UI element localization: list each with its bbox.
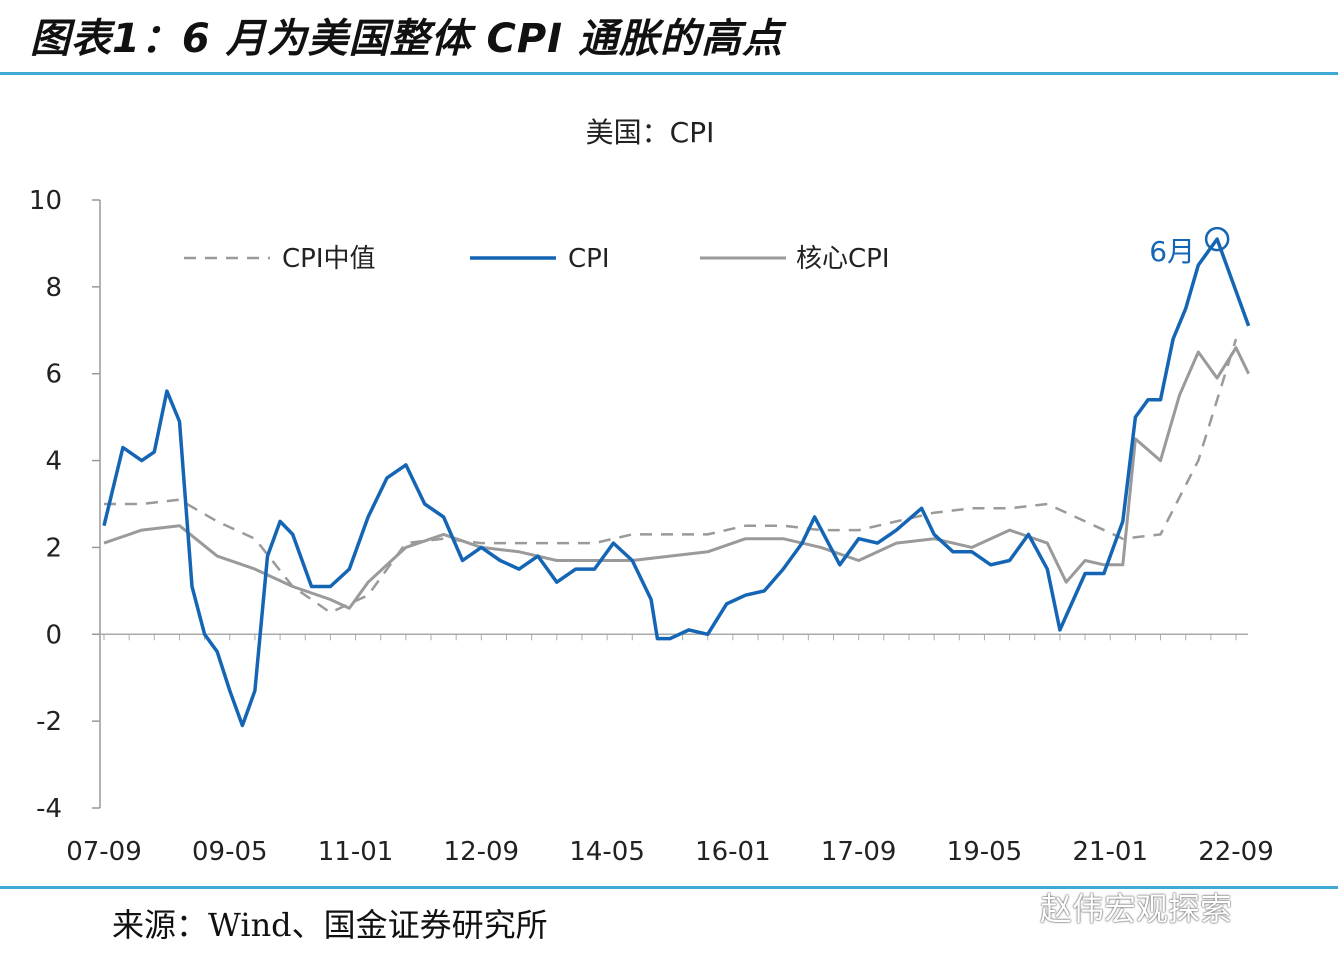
x-tick-label: 07-09: [66, 837, 142, 867]
x-tick-label: 12-09: [444, 837, 520, 867]
y-tick-label: 6: [45, 360, 62, 390]
y-tick-label: -4: [36, 794, 62, 824]
x-tick-label: 21-01: [1072, 837, 1148, 867]
y-tick-label: -2: [36, 707, 62, 737]
top-rule: [0, 72, 1338, 75]
series-core-line: [103, 346, 1250, 610]
cpi-chart: 美国：CPI -4 -2 0 2 4 6 8 10 07-09 09-05 11-01 12-09 14…: [29, 116, 1274, 867]
watermark: 赵伟宏观探索: [1040, 890, 1233, 928]
y-tick-label: 10: [29, 186, 62, 216]
x-tick-label: 09-05: [192, 837, 268, 867]
x-tick-label: 16-01: [695, 837, 771, 867]
figure-title: 图表1：6 月为美国整体 CPI 通胀的高点: [30, 16, 783, 62]
x-tick-label: 14-05: [569, 837, 645, 867]
legend-median-label: CPI中值: [282, 244, 376, 274]
series-cpi-line: [102, 237, 1251, 728]
annotation: 6月: [1149, 226, 1230, 268]
y-tick-label: 4: [45, 447, 62, 477]
legend-cpi-label: CPI: [568, 244, 610, 274]
y-tick-label: 8: [45, 273, 62, 303]
x-tick-label: 11-01: [318, 837, 394, 867]
chart-title: 美国：CPI: [586, 116, 715, 149]
x-tick-label: 17-09: [821, 837, 897, 867]
peak-marker-circle: [1204, 226, 1230, 252]
bottom-rule: [0, 886, 1338, 889]
legend-core-label: 核心CPI: [796, 244, 890, 274]
source-note: 来源：Wind、国金证券研究所: [112, 906, 548, 944]
legend: CPI中值 CPI 核心CPI: [184, 244, 890, 274]
y-tick-label: 0: [45, 620, 62, 650]
series-median-line: [104, 338, 1238, 614]
x-tick-label: 22-09: [1198, 837, 1274, 867]
x-tick-label: 19-05: [947, 837, 1023, 867]
series-layer: [102, 237, 1251, 728]
y-tick-label: 2: [45, 533, 62, 563]
axes: -4 -2 0 2 4 6 8 10 07-09 09-05 11-01 12-09 14-05 16-0…: [29, 186, 1274, 867]
peak-annotation-label: 6月: [1149, 235, 1195, 268]
